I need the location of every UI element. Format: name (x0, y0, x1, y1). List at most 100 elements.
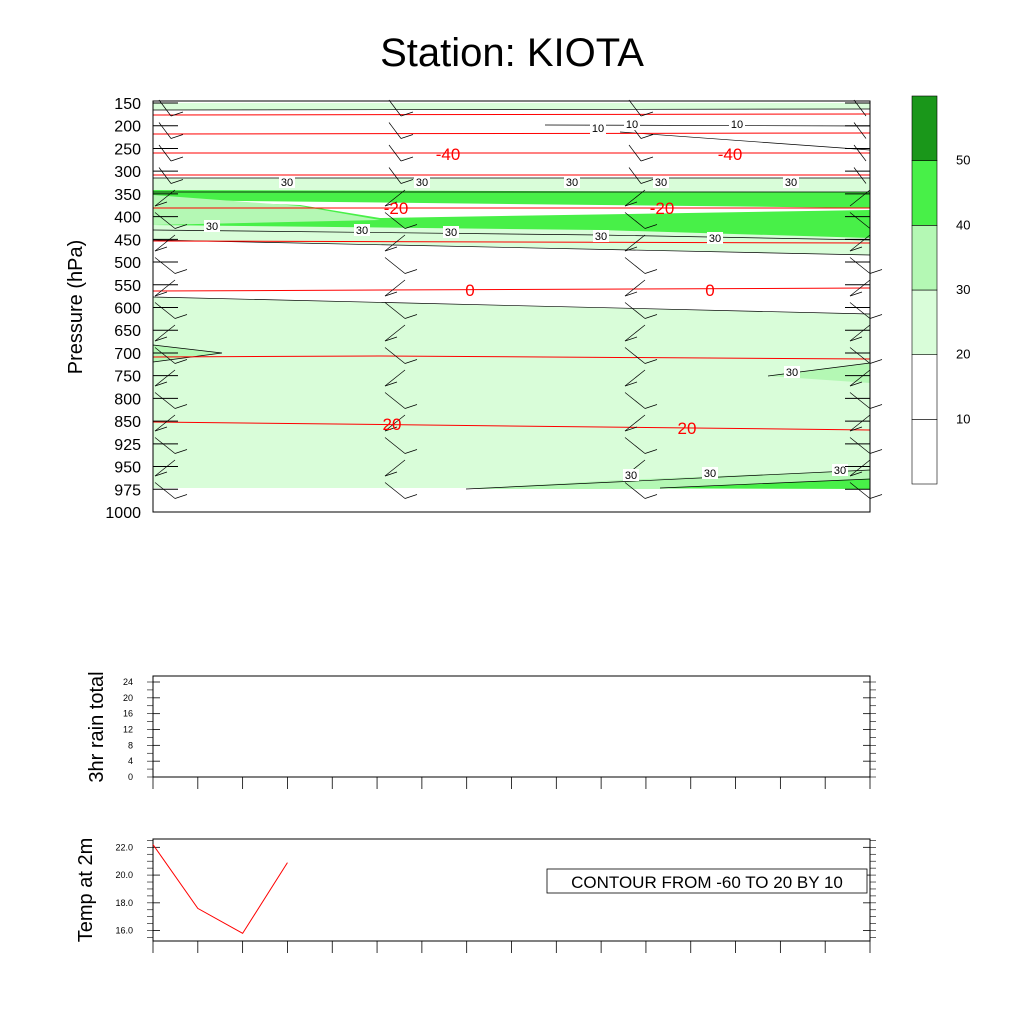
colorbar-box (911, 419, 938, 485)
rh-colorbar: 10 20 30 40 50 (911, 95, 970, 485)
wind-barb-flag (869, 269, 883, 274)
wind-barb-flag (849, 246, 863, 252)
rh-fill-band (153, 190, 870, 208)
rh-contour-label: 30 (786, 367, 798, 379)
rh-fill-band (153, 178, 870, 192)
wind-barb-flag (174, 359, 188, 364)
rh-label-bg (702, 467, 718, 479)
pressure-tick-label: 700 (114, 346, 141, 363)
rh-fill-layer (153, 103, 870, 512)
wind-barb (154, 324, 176, 342)
pressure-tick-label: 300 (114, 164, 141, 181)
wind-barb-flag (384, 471, 398, 477)
wind-barb-flag (384, 291, 398, 297)
rh-contour-label: 30 (416, 177, 428, 189)
wind-barb (154, 347, 176, 364)
wind-barb-flag (644, 359, 658, 364)
wind-barb-flag (400, 134, 414, 139)
rh-contour-label: 30 (566, 177, 578, 189)
wind-barb-flag (624, 246, 638, 252)
wind-barb (624, 257, 646, 274)
wind-barb-flag (384, 426, 398, 432)
wind-barb (849, 482, 871, 499)
wind-barb-flag (644, 494, 658, 499)
rh-label-bg (653, 176, 669, 188)
rh-contour-label: 30 (655, 177, 667, 189)
wind-barb (154, 459, 176, 477)
temperature-contour-line (152, 240, 871, 244)
pressure-axis: 1502002503003504004505005506006507007508… (105, 96, 870, 522)
wind-barb-flag (154, 291, 168, 297)
rh-label-bg (590, 122, 606, 134)
wind-barb-flag (624, 201, 638, 207)
wind-barb (849, 212, 871, 229)
wind-barb (849, 257, 871, 274)
wind-barb (154, 437, 176, 454)
wind-barb (154, 257, 176, 274)
pressure-tick-label: 450 (114, 232, 141, 249)
wind-barb-flag (400, 111, 414, 117)
wind-barb-flag (154, 426, 168, 432)
wind-barb-flag (640, 134, 654, 139)
wind-barb (158, 144, 172, 162)
wind-barb-flag (400, 179, 414, 184)
wind-barb (154, 234, 176, 252)
wind-barb (628, 167, 642, 184)
temperature-contour-label: -20 (384, 199, 409, 218)
wind-barb (154, 189, 176, 207)
wind-barb-flag (869, 359, 883, 364)
wind-barb (849, 302, 871, 319)
wind-barb (849, 414, 871, 432)
wind-barb-flag (404, 449, 418, 454)
rh-contour-line (152, 108, 871, 111)
wind-barb (154, 392, 176, 409)
wind-barb-flag (154, 381, 168, 387)
wind-barb (384, 369, 406, 387)
wind-barb (384, 437, 406, 454)
wind-barb (384, 482, 406, 499)
wind-barb (388, 122, 402, 139)
colorbar-label: 10 (956, 411, 970, 426)
temp2m-tick-label: 20.0 (115, 870, 133, 880)
colorbar-box (911, 160, 938, 226)
rh-contour-label: 30 (445, 227, 457, 239)
wind-barb-flag (384, 381, 398, 387)
wind-barb (624, 279, 646, 297)
rh-contour-labels: 10 10 10 30 30 30 30 30 30 30 30 30 30 30 30 30 30 (204, 118, 848, 482)
rh-label-bg (443, 226, 459, 238)
rh-contour-label: 30 (356, 225, 368, 237)
rh-contour-label: 30 (785, 177, 797, 189)
wind-barb (624, 234, 646, 252)
wind-barb-flag (170, 111, 184, 117)
wind-barb-flag (644, 224, 658, 229)
wind-barb-flag (384, 201, 398, 207)
temperature-contour-line (152, 287, 871, 292)
rain-tick-label: 24 (123, 677, 133, 687)
temperature-labels: -40 -40 -20 -20 0 0 20 20 (383, 145, 743, 438)
wind-barb (384, 302, 406, 319)
rain-tick-label: 0 (128, 772, 133, 782)
rh-label-bg (204, 220, 220, 232)
pressure-tick-label: 400 (114, 210, 141, 227)
rh-contour-line (465, 469, 871, 490)
wind-barb-flag (624, 291, 638, 297)
wind-barb (624, 324, 646, 342)
wind-barb-flag (170, 134, 184, 139)
wind-barb-flag (174, 269, 188, 274)
rh-contour-label: 30 (281, 177, 293, 189)
rh-contour-label: 30 (625, 470, 637, 482)
wind-barb (384, 257, 406, 274)
temperature-contour-label: 0 (465, 281, 474, 300)
rain-axis-label: 3hr rain total (86, 671, 108, 782)
temperature-contour-line (152, 113, 871, 116)
wind-barb (384, 189, 406, 207)
temp2m-axis-label: Temp at 2m (75, 838, 97, 942)
wind-barb (624, 302, 646, 319)
rh-label-bg (564, 176, 580, 188)
wind-barb-flag (174, 224, 188, 229)
wind-barb-flag (154, 471, 168, 477)
pressure-tick-label: 750 (114, 369, 141, 386)
rh-fill-band (153, 195, 380, 225)
rh-fill-band (153, 297, 870, 488)
rh-fill-band (153, 488, 870, 512)
